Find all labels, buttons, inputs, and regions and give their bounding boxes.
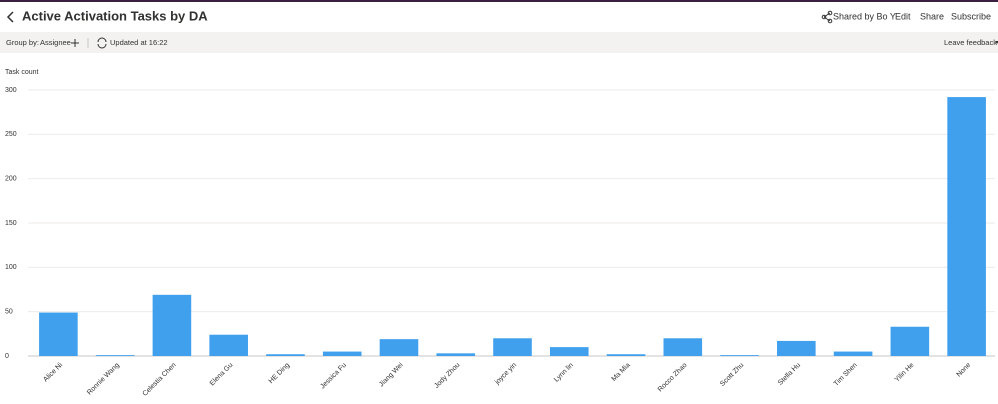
x-tick-label: Jody Zhou xyxy=(433,362,461,390)
y-axis-label: Task count xyxy=(5,69,39,76)
add-group[interactable] xyxy=(71,39,79,47)
share-button[interactable]: Share xyxy=(920,11,944,21)
bar xyxy=(436,353,476,356)
bar xyxy=(379,339,419,356)
edit-button[interactable]: Edit xyxy=(895,11,911,21)
x-tick-label: Rocco Zhao xyxy=(657,362,689,394)
x-tick-label: Ma Mia xyxy=(611,362,632,383)
top-border xyxy=(0,0,998,2)
bar xyxy=(663,338,703,356)
bar xyxy=(266,354,305,356)
toolbar xyxy=(0,32,998,53)
x-tick-label: Elena Gu xyxy=(209,362,235,388)
bar xyxy=(493,338,532,356)
y-tick-label: 50 xyxy=(5,309,13,316)
shared-by[interactable]: Shared by Bo Y xyxy=(833,11,896,21)
x-tick-label: Yilin He xyxy=(894,362,916,384)
bar xyxy=(947,97,986,357)
x-tick-label: Ronnie Wang xyxy=(86,362,121,397)
leave-feedback[interactable]: Leave feedback xyxy=(944,38,997,47)
bar xyxy=(39,312,78,356)
bar xyxy=(322,351,362,356)
subscribe-button[interactable]: Subscribe xyxy=(951,11,991,21)
refresh-icon[interactable] xyxy=(97,37,107,49)
bar xyxy=(833,351,873,356)
x-tick-label: joyce yin xyxy=(493,362,518,387)
group-by-label: Group by: xyxy=(6,38,39,47)
group-by-value[interactable]: Assignee xyxy=(40,38,71,47)
x-tick-label: Stella Hu xyxy=(777,362,802,387)
y-tick-label: 250 xyxy=(5,131,17,138)
x-tick-label: None xyxy=(956,362,973,379)
bar xyxy=(606,354,646,356)
share-icon[interactable] xyxy=(821,10,833,24)
bar xyxy=(720,355,759,356)
x-tick-label: Jessica Fu xyxy=(319,362,348,391)
y-tick-label: 200 xyxy=(5,176,17,183)
bar xyxy=(777,340,816,356)
bar xyxy=(890,326,930,356)
x-tick-label: HE Ding xyxy=(268,362,291,385)
x-tick-label: Celestia Chen xyxy=(142,362,178,398)
y-tick-label: 300 xyxy=(5,87,17,94)
feedback-caret[interactable] xyxy=(995,41,998,44)
y-tick-label: 100 xyxy=(5,264,17,271)
y-tick-label: 0 xyxy=(5,353,9,360)
bar xyxy=(549,347,589,356)
updated-at: Updated at 16:22 xyxy=(110,38,168,47)
page-title: Active Activation Tasks by DA xyxy=(22,8,208,23)
bar xyxy=(209,334,248,356)
back-button[interactable] xyxy=(6,11,14,23)
bar xyxy=(95,355,135,356)
x-tick-label: Scott Zhu xyxy=(719,362,745,388)
x-tick-label: Alice Ni xyxy=(42,361,64,383)
x-tick-label: Jiang Wei xyxy=(378,361,405,388)
bar xyxy=(152,294,192,356)
x-tick-label: Lynn lin xyxy=(553,362,575,384)
y-tick-label: 150 xyxy=(5,220,17,227)
x-tick-label: Tim Shen xyxy=(833,362,859,388)
